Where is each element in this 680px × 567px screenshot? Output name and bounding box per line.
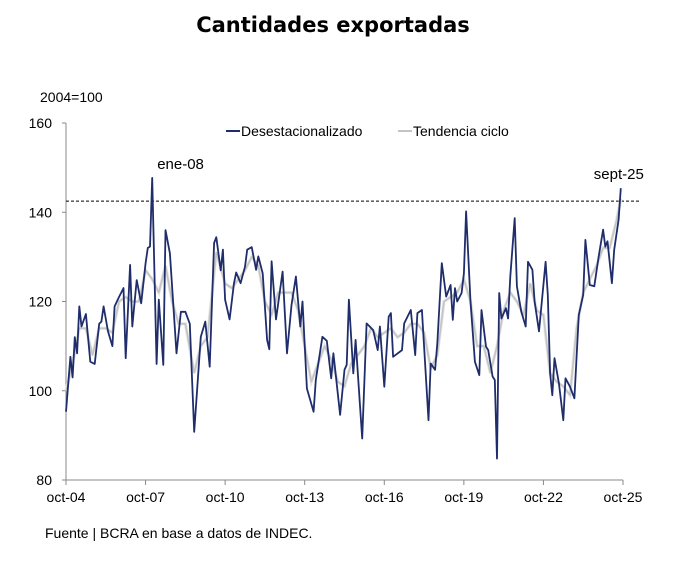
legend-label-desestacionalizado: Desestacionalizado	[241, 123, 363, 139]
series-line-tendencia-ciclo-halo	[64, 198, 623, 400]
x-tick-label: oct-13	[285, 489, 324, 505]
x-tick-label: oct-19	[444, 489, 483, 505]
y-tick-label: 160	[29, 115, 53, 131]
legend-label-tendencia-ciclo: Tendencia ciclo	[413, 123, 509, 139]
series-line-desestacionalizado	[65, 177, 622, 460]
x-tick-label: oct-16	[365, 489, 404, 505]
y-tick-label: 120	[29, 294, 53, 310]
chart-title: Cantidades exportadas	[196, 13, 470, 37]
x-tick-label: oct-07	[126, 489, 165, 505]
legend: Desestacionalizado Tendencia ciclo	[226, 123, 509, 139]
x-tick-label: oct-04	[47, 489, 86, 505]
x-tick-label: oct-22	[524, 489, 563, 505]
y-tick-label: 100	[29, 383, 53, 399]
y-tick-label: 140	[29, 204, 53, 220]
x-tick-label: oct-10	[206, 489, 245, 505]
source-note: Fuente | BCRA en base a datos de INDEC.	[45, 525, 312, 541]
annotation-label: sept-25	[594, 166, 644, 183]
series-line-tendencia-ciclo	[65, 198, 622, 396]
y-tick-label: 80	[36, 472, 52, 488]
y-axis-label: 2004=100	[40, 89, 103, 105]
annotation-label: ene-08	[157, 156, 204, 173]
x-tick-label: oct-25	[604, 489, 643, 505]
